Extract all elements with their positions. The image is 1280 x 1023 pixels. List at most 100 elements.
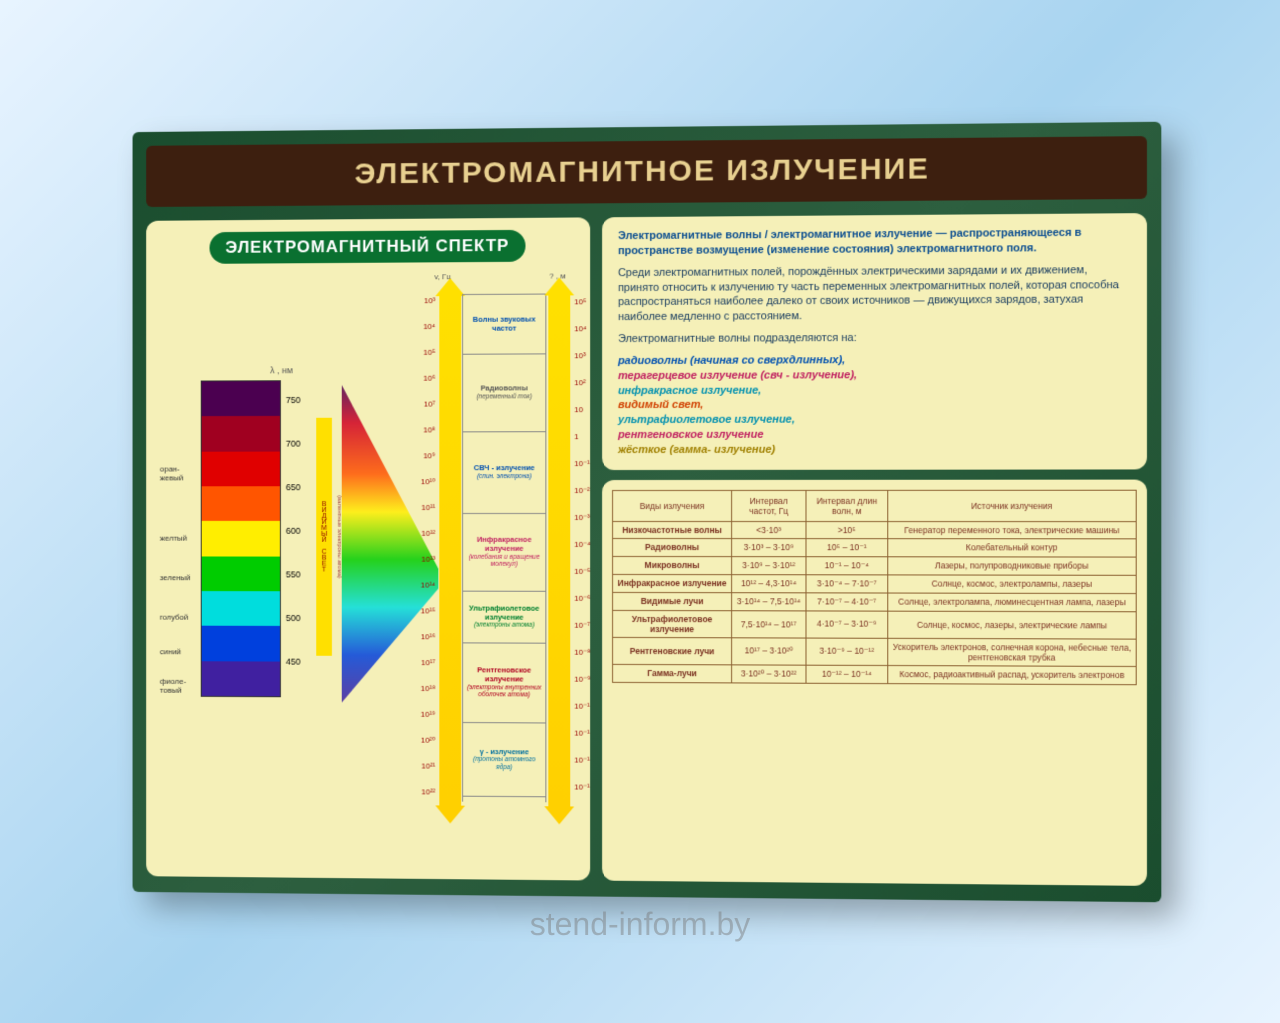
freq-tick: 10³ xyxy=(424,296,435,305)
spectrum-band: Радиоволны(переменный ток) xyxy=(463,353,545,431)
wave-tick: 10⁻¹¹ xyxy=(574,728,590,737)
freq-tick: 10¹⁶ xyxy=(421,632,436,641)
table-cell: 3·10³ – 3·10⁹ xyxy=(732,538,806,556)
band-name: Радиоволны xyxy=(481,384,528,393)
classification-item: жёсткое (гамма- излучение) xyxy=(618,442,1131,458)
table-cell: 10⁻¹ – 10⁻⁴ xyxy=(806,556,888,574)
description-para: Среди электромагнитных полей, порождённы… xyxy=(618,262,1131,325)
freq-tick: 10¹⁷ xyxy=(421,658,435,667)
spectrum-title: ЭЛЕКТРОМАГНИТНЫЙ СПЕКТР xyxy=(210,229,525,263)
spectrum-band: Рентгеновское излучение(электроны внутре… xyxy=(463,642,545,722)
freq-tick: 10¹⁸ xyxy=(421,684,436,693)
band-name: γ - излучение xyxy=(480,747,529,756)
wave-tick: 10⁻⁹ xyxy=(574,674,590,683)
wave-tick: 10⁵ xyxy=(574,297,586,306)
visible-light-descr: (валентные электроны атома) xyxy=(332,447,342,626)
freq-tick: 10⁷ xyxy=(424,399,436,408)
color-name-label: желтый xyxy=(160,533,187,542)
wave-tick: 10⁻⁸ xyxy=(574,647,590,656)
spectrum-color-segment xyxy=(202,381,280,416)
table-cell: Солнце, космос, электролампы, лазеры xyxy=(888,574,1136,593)
freq-tick: 10¹⁴ xyxy=(421,580,436,589)
classification-item: инфракрасное излучение, xyxy=(618,381,1131,398)
freq-tick: 10⁸ xyxy=(423,425,435,434)
table-cell: Ультрафиолетовое излучение xyxy=(612,610,731,637)
spectrum-color-segment xyxy=(202,521,280,556)
freq-tick: 10⁵ xyxy=(423,347,435,356)
wavelength-header: λ , нм xyxy=(270,365,293,375)
freq-tick: 10⁴ xyxy=(423,322,435,331)
table-cell: 4·10⁻⁷ – 3·10⁻⁹ xyxy=(806,610,888,637)
wavelength-tick: 450 xyxy=(286,656,301,666)
radiation-table-box: Виды излученияИнтервал частот, ГцИнтерва… xyxy=(602,479,1147,886)
color-name-label: голубой xyxy=(160,612,189,621)
table-row: Радиоволны3·10³ – 3·10⁹10⁵ – 10⁻¹Колебат… xyxy=(612,538,1136,557)
description-box: Электромагнитные волны / электромагнитно… xyxy=(602,213,1147,470)
color-name-label: синий xyxy=(160,647,181,656)
wavelength-tick: 650 xyxy=(286,482,301,492)
wave-tick: 10 xyxy=(574,405,583,414)
wave-tick: 10⁻¹ xyxy=(574,459,590,468)
wave-tick: 10⁻¹³ xyxy=(574,782,590,791)
table-cell: Солнце, электролампа, люминесцентная лам… xyxy=(888,592,1136,611)
table-cell: 10⁵ – 10⁻¹ xyxy=(806,538,888,556)
wave-tick: 10² xyxy=(574,378,586,387)
classification-item: ультрафиолетовое излучение, xyxy=(618,412,1131,428)
freq-tick: 10¹³ xyxy=(421,554,435,563)
table-row: Видимые лучи3·10¹⁴ – 7,5·10¹⁴7·10⁻⁷ – 4·… xyxy=(612,592,1136,611)
table-cell: Лазеры, полупроводниковые приборы xyxy=(888,556,1136,575)
table-row: Ультрафиолетовое излучение7,5·10¹⁴ – 10¹… xyxy=(612,610,1136,639)
visible-light-label: ВИДИМЫЙ СВЕТ xyxy=(316,417,332,655)
table-row: Инфракрасное излучение10¹² – 4,3·10¹⁴3·1… xyxy=(612,574,1136,593)
table-cell: 10¹² – 4,3·10¹⁴ xyxy=(732,574,806,592)
table-row: Рентгеновские лучи10¹⁷ – 3·10²⁰3·10⁻⁹ – … xyxy=(612,637,1136,666)
table-header: Источник излучения xyxy=(888,490,1136,521)
watermark: stend-inform.by xyxy=(530,906,751,943)
table-header: Виды излучения xyxy=(612,490,731,521)
table-cell: 3·10⁻⁹ – 10⁻¹² xyxy=(806,637,888,664)
classification-item: видимый свет, xyxy=(618,396,1131,412)
color-name-label: фиоле-товый xyxy=(160,676,199,694)
wavelength-arrow: 10⁵10⁴10³10²10110⁻¹10⁻²10⁻³10⁻⁴10⁻⁵10⁻⁶1… xyxy=(546,277,572,821)
table-header: Интервал длин волн, м xyxy=(806,490,888,521)
table-cell: Гамма-лучи xyxy=(612,664,731,683)
spectrum-bands: Волны звуковых частотРадиоволны(переменн… xyxy=(462,293,546,802)
band-descr: (колебания и вращение молекул) xyxy=(465,553,543,568)
color-names: оран-жевый желтый зеленый голубой синий фиоле… xyxy=(160,380,199,696)
table-header: Интервал частот, Гц xyxy=(732,490,806,521)
freq-tick: 10⁶ xyxy=(423,373,435,382)
classification-list: радиоволны (начиная со сверхдлинных),тер… xyxy=(618,351,1131,457)
definition-text: Электромагнитные волны / электромагнитно… xyxy=(618,225,1131,258)
wave-tick: 10⁻¹² xyxy=(574,755,590,764)
table-row: Гамма-лучи3·10²⁰ – 3·10²²10⁻¹² – 10⁻¹⁴Ко… xyxy=(612,664,1136,684)
spectrum-diagram: λ , нм оран-жевый желтый зеленый голубой син… xyxy=(158,269,578,828)
main-title: ЭЛЕКТРОМАГНИТНОЕ ИЗЛУЧЕНИЕ xyxy=(146,136,1147,207)
table-cell: >10⁵ xyxy=(806,521,888,538)
freq-tick: 10¹⁹ xyxy=(421,709,436,718)
table-cell: Видимые лучи xyxy=(612,592,731,610)
table-row: Микроволны3·10⁹ – 3·10¹²10⁻¹ – 10⁻⁴Лазер… xyxy=(612,556,1136,575)
freq-tick: 10¹⁵ xyxy=(421,606,436,615)
band-name: СВЧ - излучение xyxy=(474,464,535,473)
table-cell: Инфракрасное излучение xyxy=(612,574,731,592)
frequency-arrow: 10³10⁴10⁵10⁶10⁷10⁸10⁹10¹⁰10¹¹10¹²10¹³10¹… xyxy=(437,278,463,820)
freq-tick: 10¹² xyxy=(421,528,435,537)
wave-tick: 10⁻⁵ xyxy=(574,566,590,575)
table-cell: Генератор переменного тока, электрически… xyxy=(888,521,1136,538)
color-name-label: оран-жевый xyxy=(160,464,199,482)
spectrum-color-segment xyxy=(202,416,280,451)
wave-tick: 10⁻⁴ xyxy=(574,539,590,548)
table-cell: Радиоволны xyxy=(612,538,731,556)
freq-tick: 10²¹ xyxy=(421,761,435,770)
table-cell: 3·10²⁰ – 3·10²² xyxy=(732,664,806,682)
table-cell: Микроволны xyxy=(612,556,731,574)
info-panel: Электромагнитные волны / электромагнитно… xyxy=(602,213,1147,886)
radiation-table: Виды излученияИнтервал частот, ГцИнтерва… xyxy=(612,489,1137,685)
table-cell: 7,5·10¹⁴ – 10¹⁷ xyxy=(732,610,806,637)
table-cell: 7·10⁻⁷ – 4·10⁻⁷ xyxy=(806,592,888,610)
wavelength-tick: 750 xyxy=(286,395,301,405)
classification-intro: Электромагнитные волны подразделяются на… xyxy=(618,329,1131,346)
wavelength-tick: 600 xyxy=(286,525,301,535)
spectrum-band: Ультрафиолетовое излучение(электроны ато… xyxy=(463,590,545,642)
color-name-label: зеленый xyxy=(160,573,191,582)
